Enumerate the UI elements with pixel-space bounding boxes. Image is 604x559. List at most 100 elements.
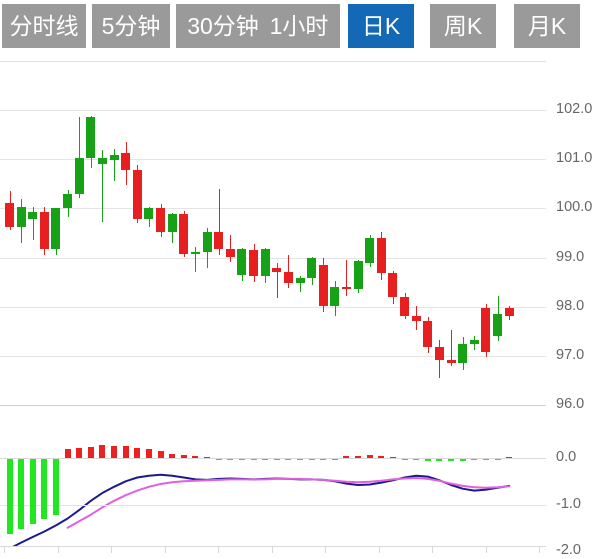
- period-tab-bar: 分时线 5分钟 30分钟 1小时 日K 周K 月K: [0, 0, 604, 55]
- candle-wick: [346, 259, 347, 296]
- macd-histogram-bar: [413, 458, 419, 460]
- x-axis-tick: [379, 547, 380, 553]
- candle-body: [133, 169, 142, 220]
- tab-1hour[interactable]: 1小时: [258, 4, 340, 48]
- candle-body: [307, 258, 316, 279]
- macd-histogram-bar: [309, 458, 315, 460]
- tab-timeline[interactable]: 分时线: [2, 4, 86, 48]
- macd-histogram-bar: [251, 458, 257, 460]
- candle-body: [214, 231, 223, 249]
- candle-body: [63, 193, 72, 209]
- macd-histogram-bar: [320, 458, 326, 461]
- macd-histogram-bar: [134, 447, 140, 458]
- y-axis-label: 100.0: [556, 199, 593, 216]
- macd-histogram-bar: [99, 445, 105, 458]
- candle-body: [272, 268, 281, 273]
- candle-body: [203, 231, 212, 252]
- candle-body: [481, 307, 490, 352]
- macd-histogram-bar: [30, 458, 36, 525]
- x-axis-tick: [4, 547, 5, 553]
- candle-body: [330, 287, 339, 306]
- x-axis-tick: [165, 547, 166, 553]
- x-axis-tick: [539, 547, 540, 553]
- tab-5min[interactable]: 5分钟: [92, 4, 170, 48]
- candle-body: [412, 315, 421, 322]
- macd-histogram-bar: [53, 458, 59, 515]
- macd-lines: [12, 473, 511, 546]
- candle-body: [86, 117, 95, 159]
- candle-body: [447, 359, 456, 364]
- candle-wick: [300, 276, 301, 292]
- candle-body: [296, 278, 305, 284]
- price-gridline: [0, 208, 546, 210]
- macd-histogram-bar: [471, 458, 477, 461]
- macd-histogram-bar: [285, 458, 291, 460]
- macd-histogram-bar: [332, 458, 338, 461]
- x-axis-tick: [432, 547, 433, 553]
- candle-body: [342, 287, 351, 290]
- candle-wick: [195, 246, 196, 273]
- candle-body: [493, 314, 502, 337]
- macd-dea-line: [66, 477, 511, 529]
- candle-body: [354, 261, 363, 290]
- price-gridline: [0, 257, 546, 259]
- y-axis-label: 99.0: [556, 248, 585, 265]
- candle-body: [75, 158, 84, 194]
- candle-body: [435, 346, 444, 360]
- macd-histogram-bar: [7, 458, 13, 535]
- tab-30min[interactable]: 30分钟: [176, 4, 270, 48]
- candle-wick: [219, 188, 220, 256]
- tab-day-k[interactable]: 日K: [348, 4, 414, 48]
- candle-body: [40, 212, 49, 249]
- macd-histogram-bar: [18, 458, 24, 529]
- macd-histogram-bar: [146, 448, 152, 458]
- macd-histogram-bar: [41, 458, 47, 520]
- candle-body: [237, 248, 246, 275]
- x-axis-tick: [218, 547, 219, 553]
- candle-wick: [79, 117, 80, 198]
- macd-histogram-bar: [192, 455, 198, 458]
- macd-histogram-bar: [65, 448, 71, 458]
- macd-histogram-bar: [274, 458, 280, 460]
- y-axis-label: 97.0: [556, 346, 585, 363]
- macd-histogram-bar: [378, 456, 384, 459]
- price-gridline: [0, 306, 546, 308]
- candle-body: [458, 343, 467, 364]
- macd-histogram-bar: [343, 456, 349, 459]
- macd-histogram-bar: [88, 446, 94, 458]
- tab-week-k[interactable]: 周K: [430, 4, 496, 48]
- macd-histogram-bar: [436, 458, 442, 462]
- candle-body: [156, 208, 165, 232]
- x-axis-tick: [111, 547, 112, 553]
- candle-body: [470, 340, 479, 344]
- macd-histogram-bar: [123, 446, 129, 458]
- y-axis-label: 0.0: [556, 449, 577, 465]
- x-axis-tick: [58, 547, 59, 553]
- macd-zero-line: [0, 458, 546, 459]
- tab-month-k[interactable]: 月K: [514, 4, 580, 48]
- macd-gridline: [0, 504, 546, 506]
- macd-histogram-bar: [367, 454, 373, 458]
- macd-histogram-bar: [355, 455, 361, 458]
- y-axis-label: -1.0: [556, 495, 581, 512]
- candle-body: [249, 250, 258, 277]
- macd-histogram-bar: [495, 458, 501, 460]
- macd-histogram-bar: [425, 458, 431, 461]
- candle-body: [284, 272, 293, 284]
- macd-histogram-bar: [181, 455, 187, 458]
- candle-body: [377, 237, 386, 274]
- candle-body: [51, 208, 60, 249]
- macd-histogram-bar: [483, 458, 489, 460]
- candle-wick: [102, 150, 103, 223]
- price-gridline: [0, 405, 546, 406]
- candle-body: [400, 296, 409, 316]
- candle-body: [144, 208, 153, 220]
- y-axis-label: 101.0: [556, 150, 593, 167]
- price-panel-top-border: [0, 61, 546, 62]
- macd-histogram-bar: [402, 458, 408, 460]
- candle-body: [28, 212, 37, 220]
- macd-dif-line: [12, 473, 511, 546]
- price-gridline: [0, 355, 546, 357]
- macd-histogram-bar: [76, 447, 82, 458]
- macd-histogram-bar: [158, 450, 164, 458]
